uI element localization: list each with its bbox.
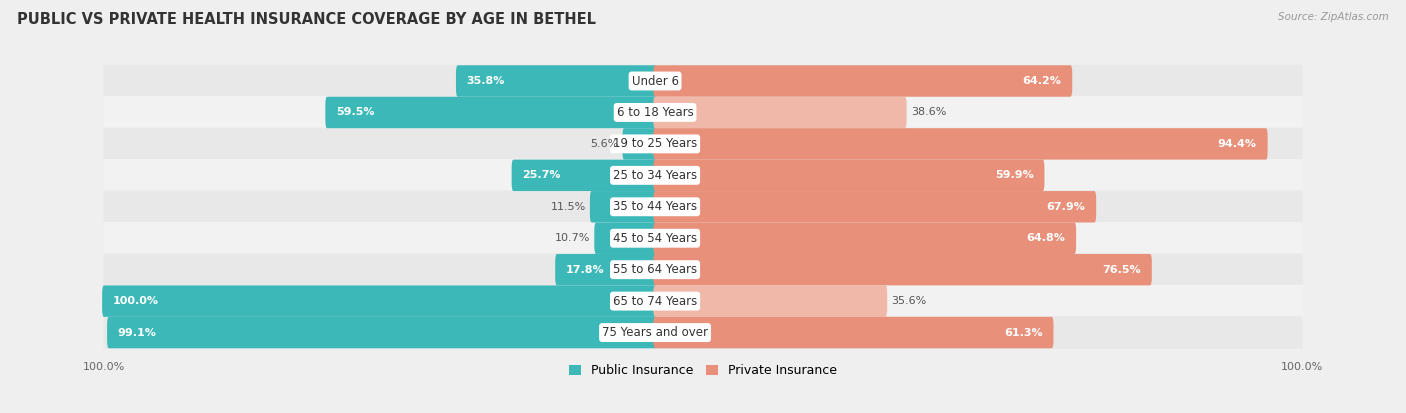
FancyBboxPatch shape (104, 222, 1302, 254)
Text: 17.8%: 17.8% (567, 265, 605, 275)
Text: 94.4%: 94.4% (1218, 139, 1257, 149)
FancyBboxPatch shape (654, 97, 907, 128)
Text: 25 to 34 Years: 25 to 34 Years (613, 169, 697, 182)
FancyBboxPatch shape (104, 316, 1302, 349)
Text: 59.9%: 59.9% (995, 170, 1033, 180)
Text: 10.7%: 10.7% (555, 233, 591, 243)
Text: 55 to 64 Years: 55 to 64 Years (613, 263, 697, 276)
Text: 6 to 18 Years: 6 to 18 Years (617, 106, 693, 119)
FancyBboxPatch shape (654, 285, 887, 317)
Legend: Public Insurance, Private Insurance: Public Insurance, Private Insurance (564, 359, 842, 382)
FancyBboxPatch shape (654, 191, 1097, 223)
Text: 76.5%: 76.5% (1102, 265, 1142, 275)
FancyBboxPatch shape (104, 128, 1302, 160)
FancyBboxPatch shape (591, 191, 657, 223)
Text: 100.0%: 100.0% (1281, 362, 1323, 372)
FancyBboxPatch shape (456, 65, 657, 97)
FancyBboxPatch shape (654, 223, 1076, 254)
Text: 64.8%: 64.8% (1026, 233, 1066, 243)
Text: 5.6%: 5.6% (591, 139, 619, 149)
Text: 35 to 44 Years: 35 to 44 Years (613, 200, 697, 213)
Text: 100.0%: 100.0% (83, 362, 125, 372)
Text: 35.8%: 35.8% (467, 76, 505, 86)
Text: 59.5%: 59.5% (336, 107, 374, 117)
FancyBboxPatch shape (104, 254, 1302, 286)
FancyBboxPatch shape (103, 285, 657, 317)
Text: Source: ZipAtlas.com: Source: ZipAtlas.com (1278, 12, 1389, 22)
Text: PUBLIC VS PRIVATE HEALTH INSURANCE COVERAGE BY AGE IN BETHEL: PUBLIC VS PRIVATE HEALTH INSURANCE COVER… (17, 12, 596, 27)
FancyBboxPatch shape (654, 317, 1053, 348)
Text: 35.6%: 35.6% (891, 296, 927, 306)
Text: 64.2%: 64.2% (1022, 76, 1062, 86)
FancyBboxPatch shape (654, 254, 1152, 285)
FancyBboxPatch shape (104, 96, 1302, 129)
Text: 19 to 25 Years: 19 to 25 Years (613, 138, 697, 150)
FancyBboxPatch shape (555, 254, 657, 285)
FancyBboxPatch shape (104, 285, 1302, 318)
Text: 11.5%: 11.5% (551, 202, 586, 212)
Text: 99.1%: 99.1% (118, 328, 156, 337)
FancyBboxPatch shape (104, 190, 1302, 223)
FancyBboxPatch shape (654, 65, 1073, 97)
Text: 38.6%: 38.6% (911, 107, 946, 117)
Text: Under 6: Under 6 (631, 74, 679, 88)
FancyBboxPatch shape (107, 317, 657, 348)
Text: 67.9%: 67.9% (1046, 202, 1085, 212)
Text: 100.0%: 100.0% (112, 296, 159, 306)
FancyBboxPatch shape (623, 128, 657, 159)
FancyBboxPatch shape (325, 97, 657, 128)
Text: 61.3%: 61.3% (1004, 328, 1043, 337)
FancyBboxPatch shape (654, 159, 1045, 191)
Text: 65 to 74 Years: 65 to 74 Years (613, 294, 697, 308)
FancyBboxPatch shape (104, 65, 1302, 97)
Text: 45 to 54 Years: 45 to 54 Years (613, 232, 697, 245)
FancyBboxPatch shape (595, 223, 657, 254)
FancyBboxPatch shape (512, 159, 657, 191)
Text: 75 Years and over: 75 Years and over (602, 326, 709, 339)
Text: 25.7%: 25.7% (523, 170, 561, 180)
FancyBboxPatch shape (104, 159, 1302, 192)
FancyBboxPatch shape (654, 128, 1268, 159)
